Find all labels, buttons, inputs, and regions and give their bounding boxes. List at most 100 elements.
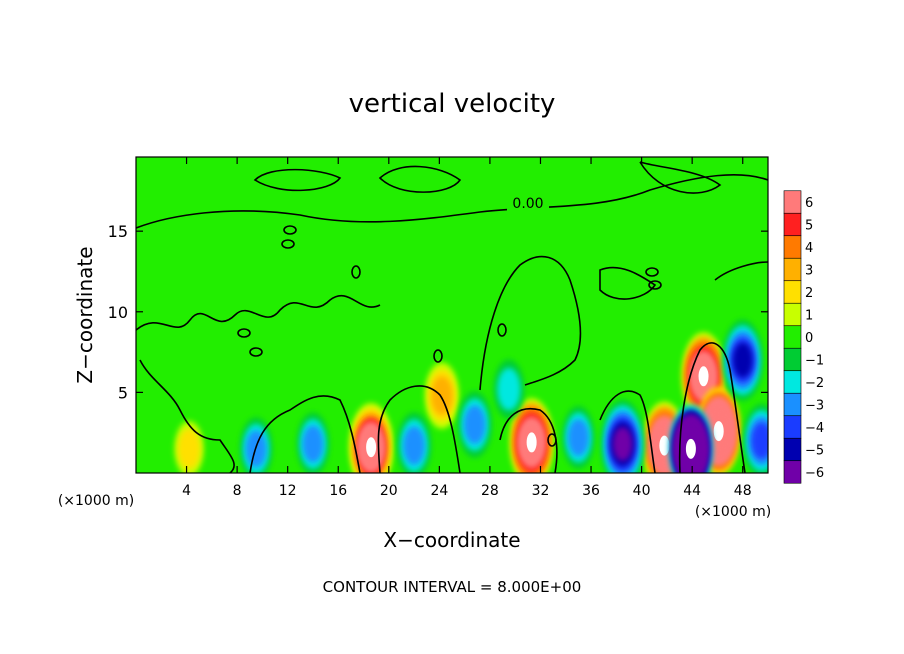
contour-line bbox=[249, 395, 361, 473]
colorbar-label: −4 bbox=[805, 421, 824, 436]
contour-interval-note: CONTOUR INTERVAL = 8.000E+00 bbox=[323, 578, 582, 596]
velocity-contour-band bbox=[177, 428, 201, 470]
chart-title: vertical velocity bbox=[349, 89, 556, 119]
x-tick-label: 28 bbox=[481, 483, 499, 499]
contour-line bbox=[378, 165, 462, 193]
colorbar-label: −1 bbox=[805, 354, 824, 369]
colorbar-label: 4 bbox=[805, 241, 813, 256]
contour-line bbox=[714, 261, 768, 281]
colorbar-swatch bbox=[783, 370, 802, 394]
x-axis-ticks: 4 8 12 16 20 24 28 32 36 40 44 48 bbox=[182, 157, 752, 499]
velocity-contour-band bbox=[464, 405, 486, 445]
colorbar-label: 0 bbox=[805, 331, 813, 346]
contour-line bbox=[253, 168, 342, 192]
contour-line bbox=[479, 255, 582, 391]
velocity-contour-band bbox=[732, 342, 753, 378]
colorbar-label: 2 bbox=[805, 286, 813, 301]
contour-line bbox=[639, 161, 722, 194]
velocity-cell bbox=[397, 412, 432, 473]
colorbar-swatch bbox=[783, 257, 802, 282]
colorbar-label: −6 bbox=[805, 466, 824, 481]
x-axis-label: X−coordinate bbox=[383, 528, 520, 552]
velocity-core bbox=[526, 432, 537, 453]
velocity-core bbox=[685, 438, 696, 459]
x-unit-label-left: (×1000 m) bbox=[58, 493, 134, 509]
y-axis-label: Z−coordinate bbox=[73, 246, 97, 383]
x-tick-label: 48 bbox=[734, 483, 752, 499]
velocity-cell bbox=[668, 404, 713, 473]
colorbar-label: 5 bbox=[805, 219, 813, 234]
colorbar-label: 3 bbox=[805, 264, 813, 279]
velocity-contour-band bbox=[403, 426, 425, 465]
y-tick-label: 15 bbox=[108, 222, 128, 241]
velocity-cell bbox=[424, 362, 459, 429]
y-tick-label: 10 bbox=[108, 303, 128, 322]
colorbar-swatch bbox=[783, 302, 802, 327]
y-tick-label: 5 bbox=[118, 383, 128, 402]
contour-line bbox=[136, 174, 768, 229]
contour-line bbox=[499, 408, 558, 473]
colorbar-swatch bbox=[783, 437, 802, 462]
velocity-core bbox=[698, 366, 709, 387]
colorbar-swatch bbox=[783, 235, 802, 259]
colorbar-swatch bbox=[783, 325, 802, 349]
contour-line bbox=[237, 328, 251, 338]
x-tick-label: 16 bbox=[329, 483, 347, 499]
colorbar-swatch bbox=[783, 392, 802, 417]
colorbar-label: −2 bbox=[805, 376, 824, 391]
velocity-cell bbox=[457, 391, 492, 458]
colorbar-label: −5 bbox=[805, 444, 824, 459]
colorbar-label: 6 bbox=[805, 196, 813, 211]
velocity-cell bbox=[562, 406, 595, 469]
x-tick-label: 8 bbox=[233, 483, 242, 499]
contour-labels: 0.00 bbox=[507, 196, 549, 212]
contour-line bbox=[136, 294, 381, 331]
x-tick-label: 36 bbox=[582, 483, 600, 499]
contour-line bbox=[433, 349, 443, 363]
velocity-core bbox=[659, 435, 670, 456]
y-axis-ticks: 5 10 15 bbox=[108, 222, 768, 402]
x-tick-label: 12 bbox=[279, 483, 297, 499]
contour-line bbox=[599, 266, 657, 300]
velocity-cell bbox=[296, 412, 330, 473]
velocity-cell bbox=[722, 319, 764, 401]
colorbar-swatch bbox=[783, 460, 802, 484]
x-tick-label: 24 bbox=[430, 483, 448, 499]
x-tick-label: 32 bbox=[532, 483, 550, 499]
colorbar-swatch bbox=[783, 190, 802, 214]
contour-line bbox=[281, 239, 295, 249]
velocity-contour-band bbox=[302, 425, 324, 463]
contour-line bbox=[139, 359, 235, 473]
velocity-contour-band bbox=[751, 422, 768, 460]
velocity-contour-band bbox=[568, 418, 589, 457]
velocity-core bbox=[713, 421, 724, 442]
contour-line bbox=[351, 265, 361, 279]
velocity-cell bbox=[493, 359, 525, 419]
colorbar: 6 5 4 3 2 1 0 −1 −2 −3 −4 −5 −6 bbox=[783, 190, 824, 484]
contour-label-bg bbox=[507, 196, 549, 211]
x-unit-label-right: (×1000 m) bbox=[695, 504, 771, 520]
colorbar-swatch bbox=[783, 347, 802, 372]
zero-contours bbox=[136, 161, 768, 473]
colorbar-label: −3 bbox=[805, 399, 824, 414]
contour-line bbox=[648, 280, 662, 290]
contour-line bbox=[645, 267, 659, 277]
colorbar-swatch bbox=[783, 212, 802, 237]
velocity-cell bbox=[349, 403, 394, 473]
colorbar-label: 1 bbox=[805, 309, 813, 324]
velocity-cell bbox=[509, 398, 554, 473]
contour-line bbox=[497, 323, 507, 337]
contour-line bbox=[678, 342, 746, 473]
x-tick-label: 40 bbox=[633, 483, 651, 499]
contour-line bbox=[599, 390, 656, 473]
x-tick-label: 4 bbox=[182, 483, 191, 499]
contour-line bbox=[249, 347, 263, 357]
velocity-core bbox=[366, 437, 377, 458]
colorbar-swatch bbox=[783, 280, 802, 304]
x-tick-label: 44 bbox=[683, 483, 701, 499]
x-tick-label: 20 bbox=[380, 483, 398, 499]
velocity-cell bbox=[743, 403, 768, 473]
contour-line bbox=[283, 225, 297, 235]
